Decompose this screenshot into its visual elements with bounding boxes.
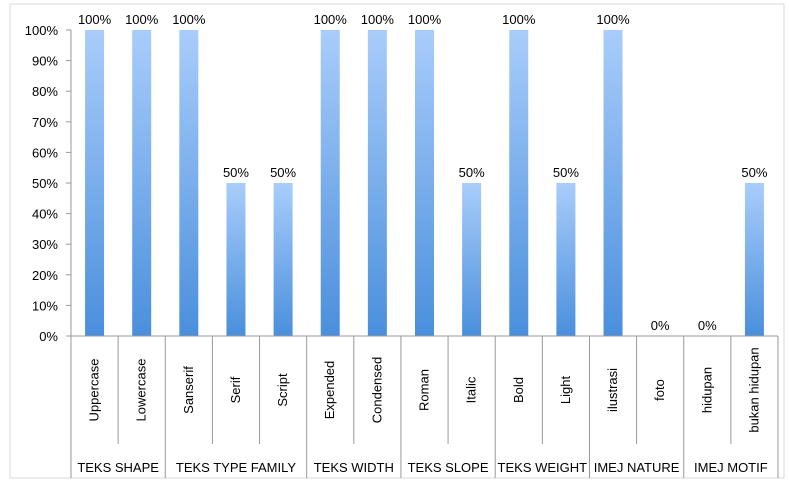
bar [226,183,246,336]
category-label: ilustrasi [605,368,620,412]
data-label: 50% [459,165,485,180]
data-label: 100% [502,12,536,27]
y-tick-label: 30% [32,237,58,252]
category-label: hidupan [699,367,714,413]
bar [320,30,340,336]
category-label: Expended [322,361,337,420]
x-axis: Uppercase Lowercase Sanserif Serif Script Exp… [70,335,779,478]
data-label: 100% [172,12,206,27]
bar [85,30,105,336]
data-label: 50% [741,165,767,180]
category-label: Roman [417,369,432,411]
data-label: 100% [125,12,159,27]
bar [509,30,529,336]
data-label: 100% [78,12,112,27]
category-label: bukan hidupan [746,347,761,432]
y-tick-label: 70% [32,115,58,130]
group-label: IMEJ MOTIF [694,460,768,475]
y-tick-label: 10% [32,298,58,313]
bar [744,183,764,336]
data-label: 100% [596,12,630,27]
y-tick-label: 50% [32,176,58,191]
bar [556,183,576,336]
y-tick-label: 90% [32,54,58,69]
bar [415,30,434,336]
group-label: TEKS WIDTH [314,460,394,475]
bar [603,30,623,336]
y-tick-label: 40% [32,207,58,222]
data-label: 50% [270,165,296,180]
y-tick-label: 100% [25,23,59,38]
group-label: IMEJ NATURE [594,460,680,475]
y-tick-label: 80% [32,84,58,99]
bar [179,30,199,336]
y-tick-label: 60% [32,145,58,160]
bar [132,30,152,336]
data-label: 0% [651,318,670,333]
bar [462,183,482,336]
category-label: Uppercase [87,359,102,422]
group-label: TEKS WEIGHT [498,460,588,475]
category-label: Italic [464,376,479,403]
bars: 100% 100% 100% 50% 50% 100% 100% 100% 50% 100% 50%… [78,12,768,336]
bar [367,30,387,336]
category-label: Light [558,376,573,405]
category-label: Condensed [369,357,384,424]
category-label: Bold [511,377,526,403]
category-label: Serif [228,376,243,403]
group-label: TEKS TYPE FAMILY [176,460,296,475]
category-label: foto [652,379,667,401]
group-label: TEKS SLOPE [408,460,489,475]
data-label: 100% [408,12,442,27]
data-label: 50% [553,165,579,180]
y-tick-label: 20% [32,268,58,283]
bar [273,183,293,336]
data-label: 100% [314,12,348,27]
y-tick-label: 0% [39,329,58,344]
data-label: 50% [223,165,249,180]
data-label: 100% [361,12,395,27]
group-label: TEKS SHAPE [77,460,159,475]
category-label: Sanserif [181,366,196,414]
y-axis: 0% 10% 20% 30% 40% 50% 60% 70% 80% 90% 100% [25,23,72,344]
chart-frame [9,3,785,479]
data-label: 0% [698,318,717,333]
category-label: Lowercase [134,359,149,422]
category-label: Script [275,373,290,407]
